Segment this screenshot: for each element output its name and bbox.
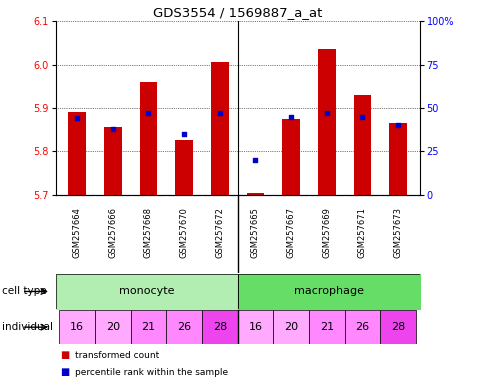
Text: macrophage: macrophage (293, 286, 363, 296)
Bar (166, 310, 201, 344)
Point (144, 110, 152, 116)
Text: percentile rank within the sample: percentile rank within the sample (75, 368, 228, 377)
Text: GSM257665: GSM257665 (250, 207, 259, 258)
Text: GSM257673: GSM257673 (393, 207, 402, 258)
Text: ■: ■ (60, 367, 70, 377)
Text: GSM257666: GSM257666 (108, 207, 117, 258)
Point (180, 131, 188, 137)
Text: GSM257667: GSM257667 (286, 207, 295, 258)
Text: 26: 26 (177, 322, 191, 332)
Bar (389, 123, 406, 195)
Bar (317, 49, 335, 195)
Point (251, 157, 259, 163)
Text: individual: individual (2, 322, 53, 332)
Text: ■: ■ (60, 350, 70, 360)
Bar (95, 310, 130, 344)
Point (287, 114, 294, 120)
Bar (379, 310, 415, 344)
Text: transformed count: transformed count (75, 351, 159, 360)
Text: GSM257671: GSM257671 (357, 207, 366, 258)
Bar (237, 310, 273, 344)
Bar (59, 310, 95, 344)
Text: GSM257669: GSM257669 (322, 207, 331, 258)
Text: 16: 16 (70, 322, 84, 332)
Text: GSM257664: GSM257664 (73, 207, 81, 258)
Point (358, 114, 365, 120)
Bar (104, 127, 121, 195)
Text: 28: 28 (390, 322, 405, 332)
Point (322, 110, 330, 116)
Bar (308, 310, 344, 344)
Bar (353, 95, 371, 195)
Text: 26: 26 (355, 322, 369, 332)
Text: monocyte: monocyte (119, 286, 174, 296)
Point (215, 110, 223, 116)
Text: 20: 20 (284, 322, 298, 332)
Bar (175, 141, 193, 195)
Text: GSM257670: GSM257670 (179, 207, 188, 258)
Bar (211, 62, 228, 195)
Text: cell type: cell type (2, 286, 47, 296)
Bar (273, 310, 308, 344)
Bar (201, 310, 237, 344)
Title: GDS3554 / 1569887_a_at: GDS3554 / 1569887_a_at (152, 5, 322, 18)
Bar (344, 310, 379, 344)
Bar (282, 119, 300, 195)
Text: 21: 21 (319, 322, 333, 332)
Bar (130, 310, 166, 344)
Text: GSM257672: GSM257672 (215, 207, 224, 258)
Text: 20: 20 (106, 322, 120, 332)
Text: 21: 21 (141, 322, 155, 332)
Point (393, 122, 401, 128)
Bar (68, 112, 86, 195)
Bar (246, 192, 264, 195)
Text: GSM257668: GSM257668 (144, 207, 152, 258)
Point (109, 126, 117, 132)
Text: 28: 28 (212, 322, 227, 332)
Bar (139, 82, 157, 195)
Text: 16: 16 (248, 322, 262, 332)
Point (73, 115, 81, 121)
